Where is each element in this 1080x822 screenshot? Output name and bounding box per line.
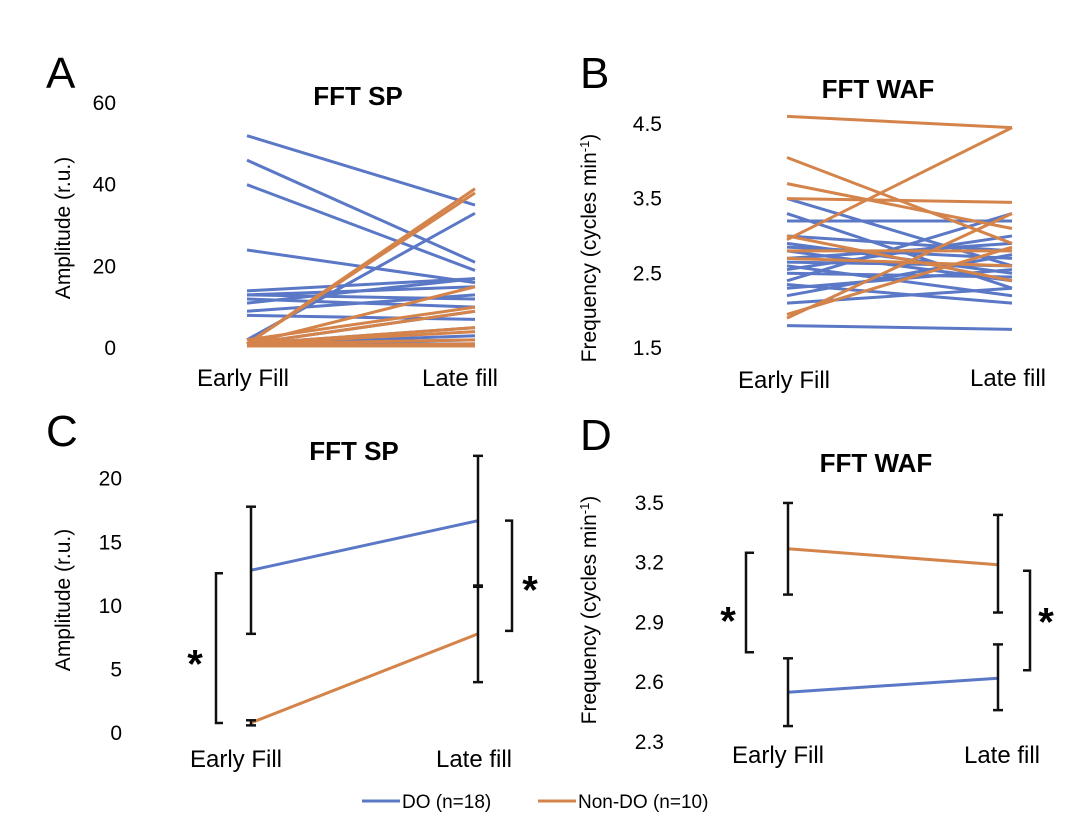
panel-c-ytick-0: 0 [110, 722, 122, 745]
panel-d-ytick-2: 2.9 [635, 611, 664, 634]
panel-d-do-errbar-1 [993, 643, 1003, 712]
panel-d-nondo-errbar-1 [993, 513, 1003, 614]
panel-b-nondo-line-8 [786, 245, 1013, 316]
panel-a-ytick-0: 0 [104, 337, 116, 360]
panel-b-nondo-line-4 [786, 234, 1013, 283]
panel-c-xcat-early: Early Fill [190, 746, 282, 773]
panel-d: D FFT WAF Frequency (cycles min-1) 2.3 2.… [577, 411, 1055, 769]
legend-do-label: DO (n=18) [402, 792, 491, 813]
panel-a-ylabel: Amplitude (r.u.) [52, 157, 75, 299]
panel-b-ytick-2: 3.5 [633, 188, 662, 211]
panel-a-do-line-1 [246, 158, 476, 264]
panel-a-xcat-early: Early Fill [197, 365, 289, 392]
panel-b-xcat-late: Late fill [970, 365, 1046, 392]
panel-d-do-mean-line [787, 676, 999, 694]
panel-d-ytick-1: 2.6 [635, 671, 664, 694]
panel-c-letter: C [46, 407, 78, 456]
panel-d-nondo-mean-line [787, 547, 999, 567]
panel-c-ylabel: Amplitude (r.u.) [52, 529, 75, 671]
panel-b-nondo-line-2 [786, 182, 1013, 230]
panel-a-do-line-0 [246, 134, 476, 207]
panel-b-nondo-line-9 [786, 212, 1013, 320]
panel-b-xcat-early: Early Fill [738, 367, 830, 394]
panel-c-ytick-1: 5 [110, 658, 122, 681]
panel-b-nondo-line-0 [786, 114, 1013, 130]
panel-a-title: FFT SP [313, 81, 403, 111]
panel-d-xcat-early: Early Fill [732, 742, 824, 769]
panel-a-do-line-8 [246, 277, 476, 305]
panel-c-star-late: * [522, 568, 538, 612]
panel-a-xcat-late: Late fill [422, 365, 498, 392]
panel-d-star-early: * [720, 599, 736, 643]
panel-d-xcat-late: Late fill [964, 742, 1040, 769]
panel-b-ytick-0: 1.5 [633, 337, 662, 360]
panel-b: B FFT WAF Frequency (cycles min-1) 1.5 2.… [577, 49, 1047, 394]
panel-a-ytick-2: 40 [93, 174, 116, 197]
panel-a: A FFT SP Amplitude (r.u.) 0 20 40 60 Early … [46, 49, 498, 392]
panel-c-bracket-early [214, 572, 223, 725]
panel-c-nondo-mean-line [250, 632, 479, 725]
panel-c-nondo-errbar-0 [246, 719, 256, 727]
panel-d-ylabel: Frequency (cycles min-1) [577, 496, 602, 725]
panel-a-nondo-line-4 [246, 309, 476, 346]
panel-a-nondo-line-1 [246, 191, 476, 346]
panel-c-xcat-late: Late fill [436, 746, 512, 773]
panel-b-ytick-1: 2.5 [633, 262, 662, 285]
panel-a-do-line-2 [246, 183, 476, 272]
panel-a-nondo-line-3 [246, 305, 476, 342]
panel-c-ytick-4: 20 [99, 468, 122, 491]
panel-c-do-errbar-0 [246, 505, 256, 636]
panel-d-ytick-3: 3.2 [635, 552, 664, 575]
panel-b-nondo-line-7 [786, 256, 1013, 268]
panel-c-do-mean-line [250, 519, 479, 572]
panel-a-do-line-4 [246, 277, 476, 293]
panel-d-ytick-4: 3.5 [635, 492, 664, 515]
legend-nondo-label: Non-DO (n=10) [578, 792, 708, 813]
panel-b-do-line-12 [786, 212, 1013, 283]
panel-d-title: FFT WAF [820, 448, 933, 478]
panel-c-title: FFT SP [309, 436, 399, 466]
panel-a-ytick-3: 60 [93, 92, 116, 115]
panel-a-do-line-10 [246, 313, 476, 321]
panel-a-nondo-line-7 [246, 338, 476, 346]
panel-b-do-line-17 [786, 324, 1013, 331]
panel-c-ytick-3: 15 [99, 531, 122, 554]
panel-b-do-line-10 [786, 234, 1013, 272]
panel-c-nondo-errbar-1 [473, 584, 483, 684]
panel-d-nondo-errbar-0 [783, 501, 793, 596]
panel-b-do-line-0 [786, 197, 1013, 268]
panel-c-bracket-late [505, 519, 514, 633]
panel-c-star-early: * [187, 643, 203, 687]
panel-b-ylabel: Frequency (cycles min-1) [577, 134, 602, 363]
panel-a-ytick-1: 20 [93, 255, 116, 278]
panel-d-bracket-late [1023, 569, 1032, 672]
panel-b-do-line-15 [786, 253, 1013, 298]
panel-b-do-line-3 [786, 234, 1013, 253]
panel-d-bracket-early [744, 551, 754, 654]
legend: DO (n=18) Non-DO (n=10) [362, 792, 708, 813]
panel-d-do-errbar-0 [783, 657, 793, 728]
panel-c: C FFT SP Amplitude (r.u.) 0 5 10 15 20 * * Ea… [46, 407, 538, 773]
panel-b-nondo-line-5 [786, 126, 1013, 242]
panel-a-letter: A [46, 49, 76, 98]
panel-b-letter: B [580, 49, 609, 98]
panel-b-nondo-line-3 [786, 197, 1013, 204]
panel-b-title: FFT WAF [822, 74, 935, 104]
panel-c-ytick-2: 10 [99, 595, 122, 618]
panel-d-star-late: * [1038, 600, 1054, 644]
panel-d-ytick-0: 2.3 [635, 731, 664, 754]
panel-d-letter: D [580, 411, 612, 460]
panel-b-ytick-3: 4.5 [633, 113, 662, 136]
